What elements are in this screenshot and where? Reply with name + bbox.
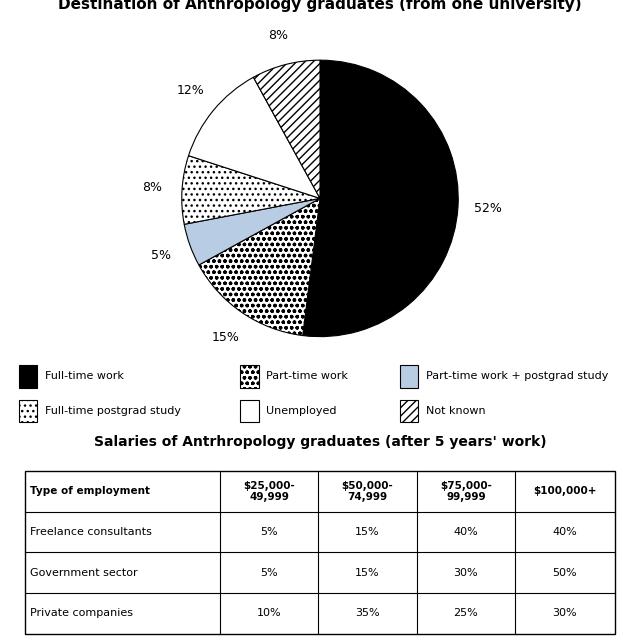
Text: 40%: 40% — [454, 527, 478, 537]
Wedge shape — [189, 77, 320, 198]
Text: 40%: 40% — [552, 527, 577, 537]
Text: Government sector: Government sector — [30, 568, 138, 578]
Text: 5%: 5% — [151, 249, 172, 262]
Text: $75,000-
99,999: $75,000- 99,999 — [440, 481, 492, 502]
Text: Not known: Not known — [426, 406, 485, 416]
FancyBboxPatch shape — [400, 399, 419, 422]
Text: 30%: 30% — [553, 609, 577, 618]
Text: Part-time work + postgrad study: Part-time work + postgrad study — [426, 371, 608, 381]
FancyBboxPatch shape — [19, 365, 37, 387]
Text: $50,000-
74,999: $50,000- 74,999 — [342, 481, 394, 502]
FancyBboxPatch shape — [19, 399, 37, 422]
Text: $100,000+: $100,000+ — [533, 486, 596, 497]
Text: Part-time work: Part-time work — [266, 371, 348, 381]
Text: Freelance consultants: Freelance consultants — [30, 527, 152, 537]
Text: 15%: 15% — [355, 527, 380, 537]
Title: Destination of Anthropology graduates (from one university): Destination of Anthropology graduates (f… — [58, 0, 582, 12]
Text: 8%: 8% — [141, 181, 162, 195]
Text: 15%: 15% — [355, 568, 380, 578]
Text: 5%: 5% — [260, 568, 278, 578]
FancyBboxPatch shape — [400, 365, 419, 387]
Text: 10%: 10% — [257, 609, 282, 618]
Text: 35%: 35% — [355, 609, 380, 618]
Wedge shape — [184, 198, 320, 265]
FancyBboxPatch shape — [240, 399, 259, 422]
Text: Private companies: Private companies — [30, 609, 133, 618]
Wedge shape — [303, 60, 458, 337]
Text: Salaries of Antrhropology graduates (after 5 years' work): Salaries of Antrhropology graduates (aft… — [93, 435, 547, 449]
Text: 52%: 52% — [474, 202, 502, 216]
Text: Full-time postgrad study: Full-time postgrad study — [45, 406, 180, 416]
Text: 25%: 25% — [454, 609, 478, 618]
FancyBboxPatch shape — [240, 365, 259, 387]
Text: $25,000-
49,999: $25,000- 49,999 — [243, 481, 295, 502]
Text: 8%: 8% — [268, 29, 288, 42]
Text: Type of employment: Type of employment — [30, 486, 150, 497]
Text: Full-time work: Full-time work — [45, 371, 124, 381]
Text: 50%: 50% — [553, 568, 577, 578]
Wedge shape — [253, 60, 320, 198]
Text: 12%: 12% — [176, 84, 204, 97]
Text: 30%: 30% — [454, 568, 478, 578]
Wedge shape — [199, 198, 320, 335]
Text: 5%: 5% — [260, 527, 278, 537]
Text: Unemployed: Unemployed — [266, 406, 337, 416]
Text: 15%: 15% — [211, 332, 239, 344]
Wedge shape — [182, 156, 320, 224]
